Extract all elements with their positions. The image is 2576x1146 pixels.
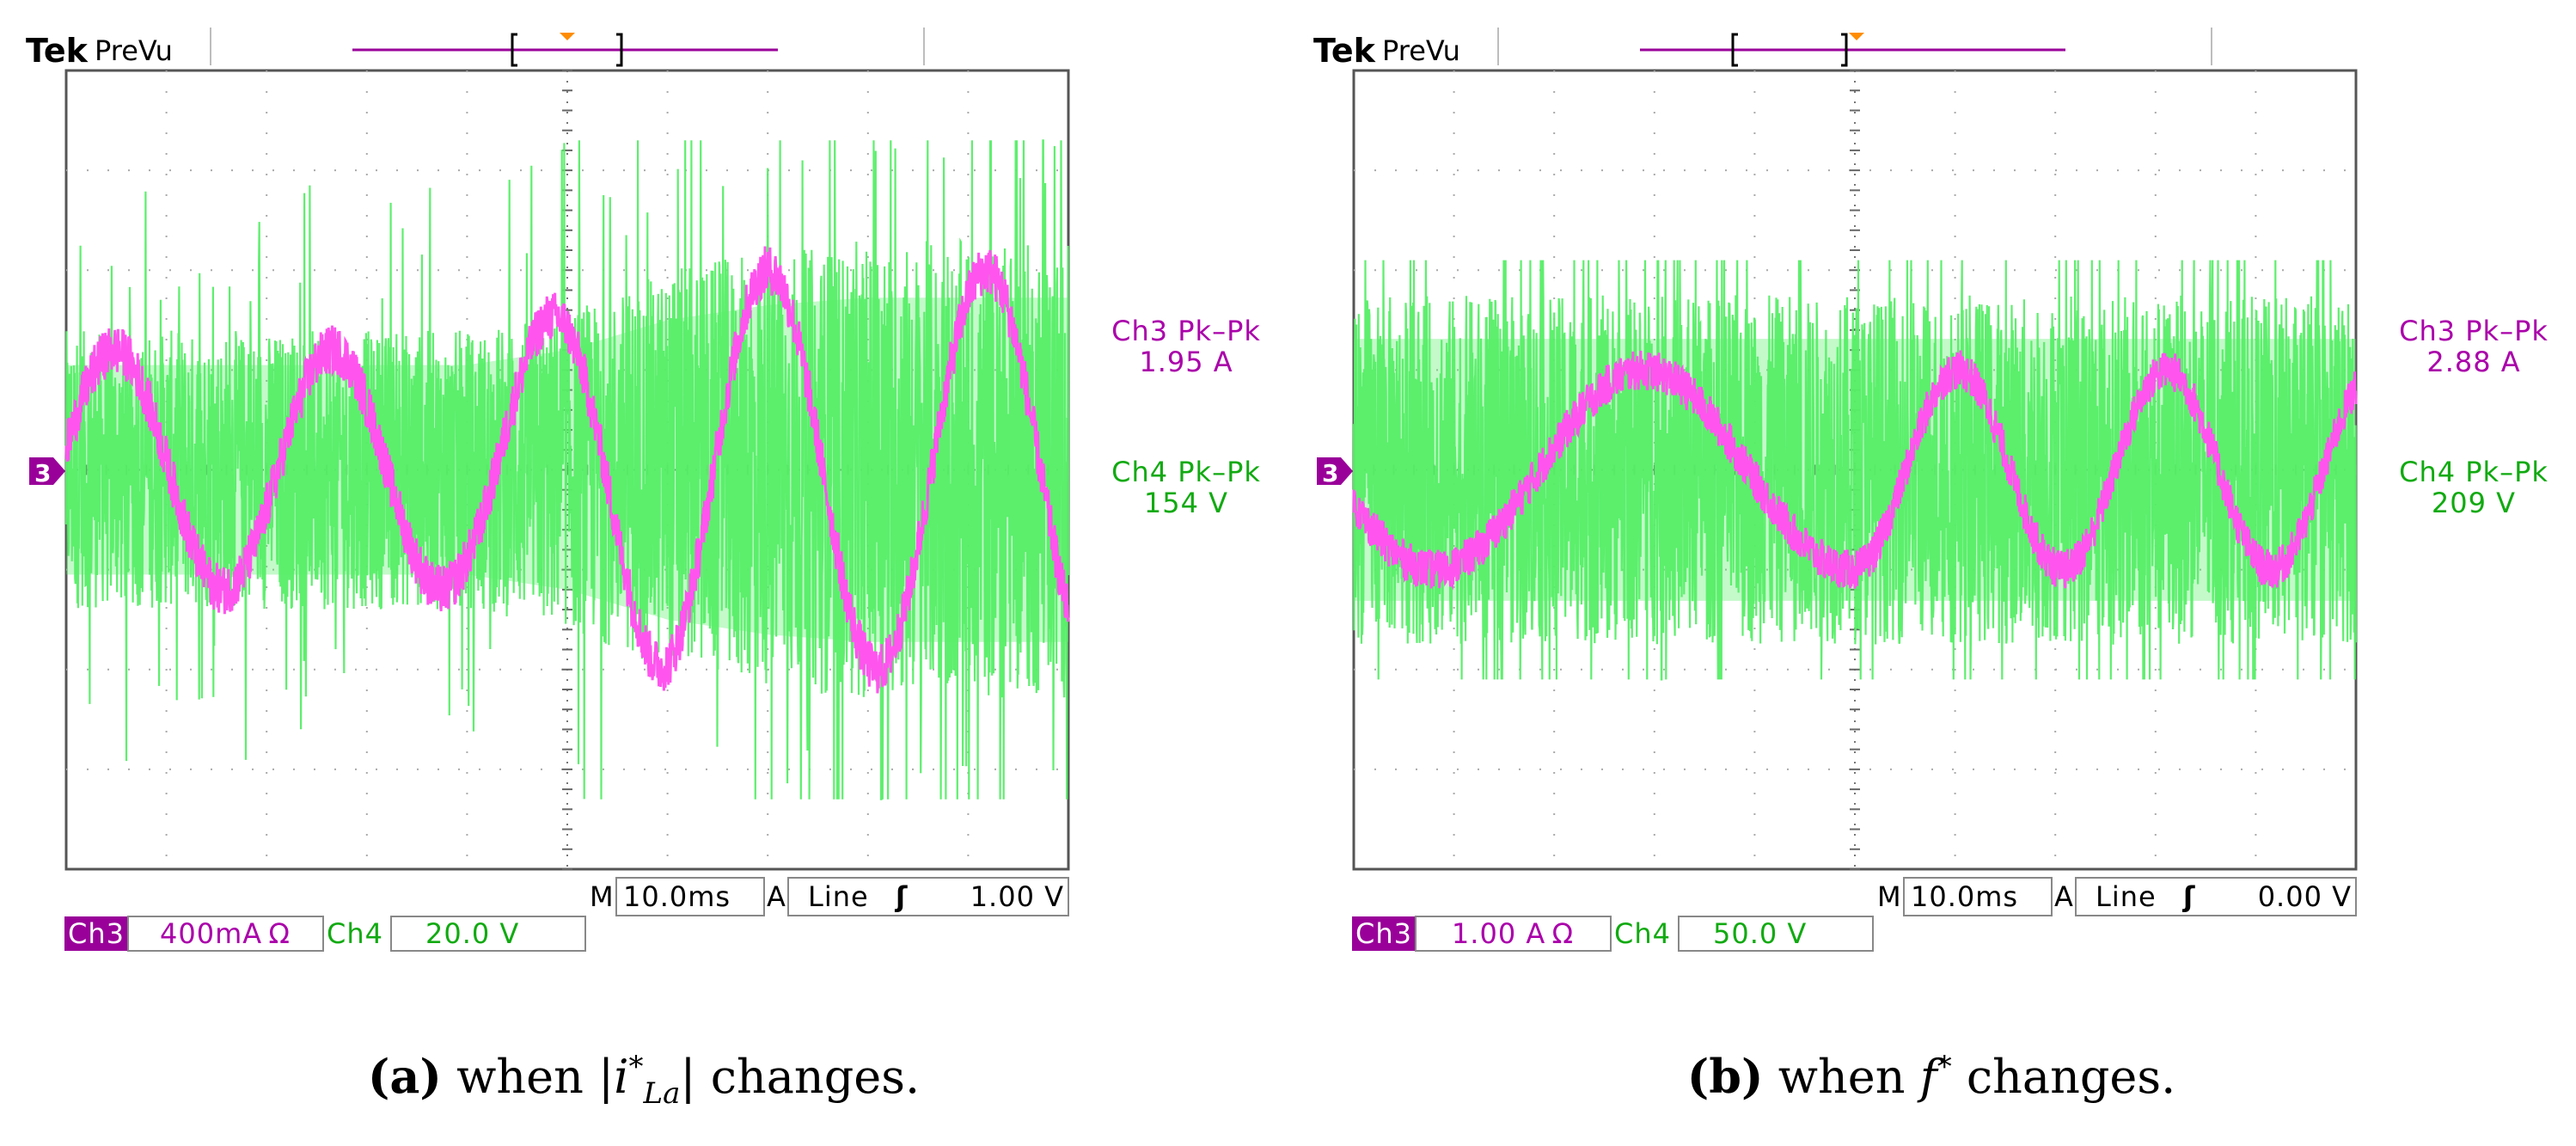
timebase-value: 10.0ms [623,880,731,913]
tek-brand: Tek [26,32,89,70]
caption-text-post: changes. [1951,1050,2176,1104]
trigger-position-icon [1849,33,1864,40]
ch3-tag-box [64,916,128,951]
ch3-marker-number: 3 [34,459,51,487]
ch4-scale: 20.0 V [425,917,519,950]
trigger-source: Line [2096,880,2157,913]
trigger-position-icon [560,33,575,40]
ch3-scale: 400mA Ω [160,917,291,950]
ch3-scale-box [1415,916,1612,952]
record-window-brackets [511,33,623,67]
ch4-voltage-line [64,139,1070,800]
caption-math-symbol: f [1919,1050,1937,1104]
tek-brand: Tek [1313,32,1376,70]
timebase-box [615,877,765,916]
ch4-tag: Ch4 [327,917,383,950]
trigger-a-tag: A [2054,880,2074,913]
ch4-scale: 50.0 V [1713,917,1807,950]
caption-math-symbol: i [614,1050,629,1104]
trigger-slope-icon: ʃ [894,880,908,913]
scope-panel-b: Tek PreVu 3 Ch3 Pk–Pk 2.88 A Ch4 Pk–Pk 2… [1288,0,2575,1146]
caption-text-pre: when [1778,1050,1920,1104]
scope-screen-b: Tek PreVu 3 Ch3 Pk–Pk 2.88 A Ch4 Pk–Pk 2… [1313,28,2548,952]
record-window-brackets [1731,33,1848,67]
ch3-pkpk-value: 1.95 A [1139,346,1233,378]
status-bar: M 10.0ms A Line ʃ 1.00 V Ch3 400mA Ω Ch4… [64,877,1069,952]
ch3-pkpk-label: Ch3 Pk–Pk [1111,315,1261,347]
ch3-tag: Ch3 [1355,917,1412,950]
caption-text-post: | changes. [680,1050,921,1104]
caption-label: (b) [1686,1049,1764,1104]
ch3-trace [64,246,1070,694]
scope-panel-a: Tek PreVu 3 Ch3 Pk–Pk 1.95 A Ch4 Pk–Pk 1… [0,28,1288,1111]
trigger-level: 1.00 V [970,880,1064,913]
ch3-current-line [1352,350,2358,591]
trigger-slope-icon: ʃ [2181,880,2195,913]
trigger-level: 0.00 V [2258,880,2352,913]
timebase-m-tag: M [590,880,615,913]
caption-text-pre: when | [456,1050,615,1104]
ch4-scale-box [1678,916,1874,952]
caption-label: (a) [367,1049,442,1104]
timebase-m-tag: M [1877,880,1902,913]
ch4-scale-box [390,916,586,952]
caption-math-sup: * [1937,1050,1952,1084]
scope-screen-a: Tek PreVu 3 Ch3 Pk–Pk 1.95 A Ch4 Pk–Pk 1… [26,28,1261,952]
ch3-scale-box [127,916,324,952]
trigger-box [2075,877,2357,916]
timebase-value: 10.0ms [1911,880,2018,913]
timebase-box [1903,877,2053,916]
caption-a: (a) when |i*La| changes. [0,1049,1288,1111]
ch3-current-line [64,246,1070,694]
ch4-pkpk-label: Ch4 Pk–Pk [1111,456,1261,488]
caption-math-sub: La [643,1076,681,1111]
ch3-pkpk-label: Ch3 Pk–Pk [2399,315,2548,347]
ch3-marker-flag [1317,457,1353,485]
trigger-source: Line [808,880,869,913]
ch4-pkpk-label: Ch4 Pk–Pk [2399,456,2548,488]
ch3-pkpk-value: 2.88 A [2426,346,2520,378]
prevu-mode-label: PreVu [95,34,173,67]
caption-math-sup: * [628,1050,644,1084]
ch3-ground-marker: 3 [29,457,65,487]
caption-b: (b) when f* changes. [1288,1049,2575,1111]
status-bar: M 10.0ms A Line ʃ 0.00 V Ch3 1.00 A Ω Ch… [1352,877,2357,952]
prevu-mode-label: PreVu [1382,34,1460,67]
ch3-ground-marker: 3 [1317,457,1353,487]
ch3-tag-box [1352,916,1416,951]
trigger-a-tag: A [767,880,786,913]
ch3-marker-flag [29,457,65,485]
ch4-tag: Ch4 [1614,917,1671,950]
ch4-pkpk-value: 209 V [2432,487,2516,519]
ch4-pkpk-value: 154 V [1144,487,1228,519]
ch4-trace [64,139,1070,800]
ch3-trace [1352,350,2358,591]
ch3-marker-number: 3 [1322,459,1338,487]
trigger-box [787,877,1069,916]
ch3-scale: 1.00 A Ω [1452,917,1574,950]
ch3-tag: Ch3 [68,917,125,950]
